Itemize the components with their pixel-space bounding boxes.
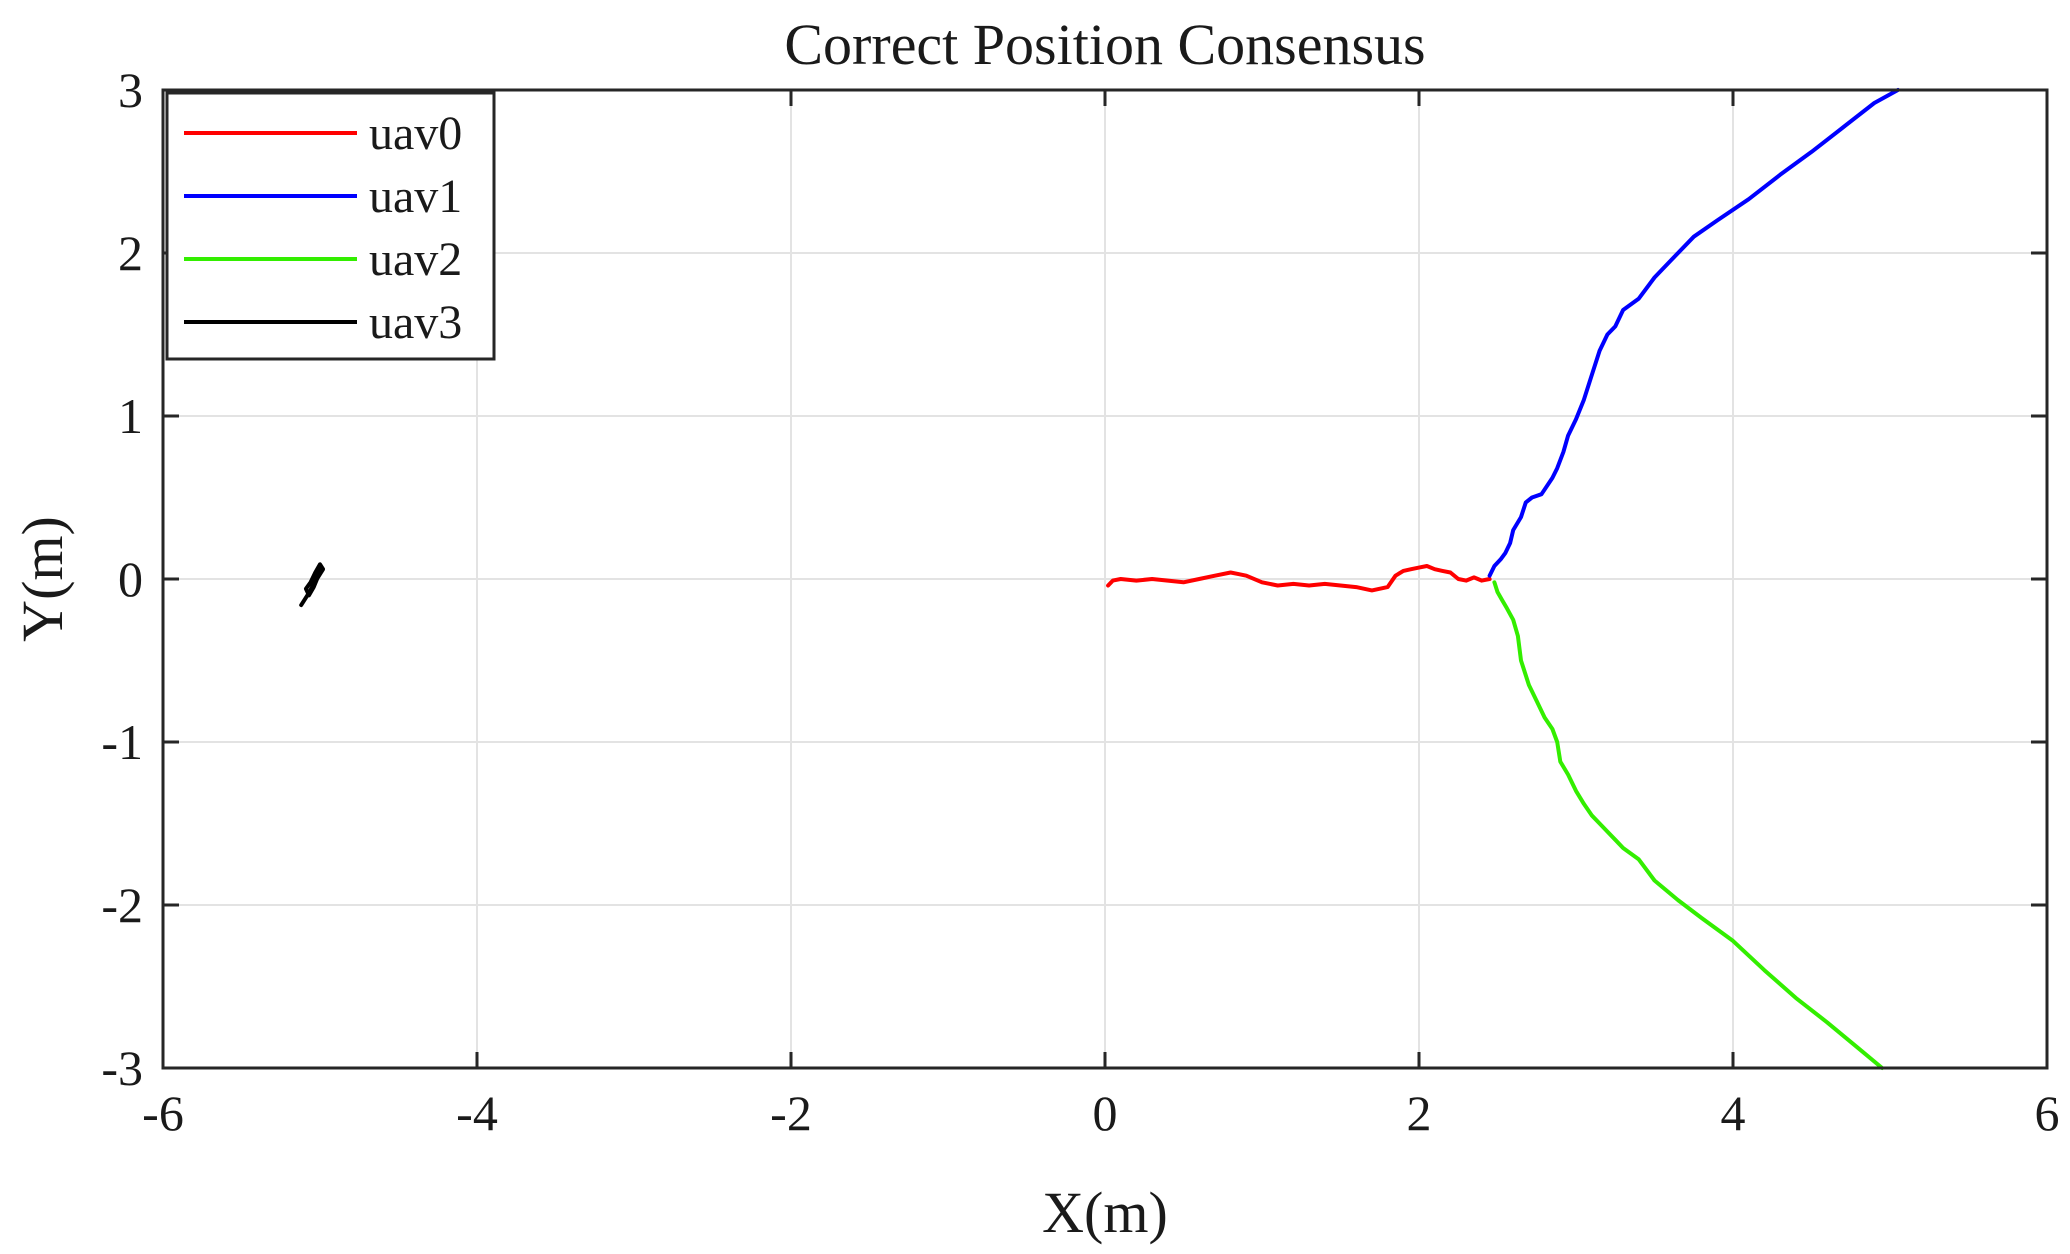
legend-box — [165, 91, 496, 361]
legend-label-uav2: uav2 — [369, 233, 462, 286]
series-line-uav3 — [299, 562, 326, 608]
y-tick-label: 0 — [118, 551, 143, 607]
x-tick-label: -4 — [456, 1085, 498, 1141]
y-axis-label: Y(m) — [10, 516, 75, 642]
x-tick-label: 4 — [1721, 1085, 1746, 1141]
legend-label-uav0: uav0 — [369, 107, 462, 160]
legend: uav0 uav1 uav2 uav3 — [165, 91, 496, 361]
series-lines — [299, 88, 1900, 1070]
y-tick-label: 1 — [118, 388, 143, 444]
series-line-uav2 — [1492, 580, 1885, 1070]
y-tick-label: 3 — [118, 62, 143, 118]
legend-label-uav3: uav3 — [369, 296, 462, 349]
x-tick-label: 6 — [2035, 1085, 2060, 1141]
x-tick-label: 0 — [1093, 1085, 1118, 1141]
series-line-uav1 — [1487, 88, 1900, 578]
x-tick-label: -6 — [142, 1085, 184, 1141]
series-line-uav0 — [1106, 564, 1492, 593]
y-tick-label: -3 — [101, 1040, 143, 1096]
x-tick-label: -2 — [770, 1085, 812, 1141]
chart-title: Correct Position Consensus — [784, 12, 1425, 77]
grid — [163, 90, 2047, 1068]
y-tick-label: -1 — [101, 714, 143, 770]
y-tick-label: 2 — [118, 225, 143, 281]
x-tick-label: 2 — [1407, 1085, 1432, 1141]
x-axis-label: X(m) — [1042, 1180, 1168, 1245]
legend-label-uav1: uav1 — [369, 170, 462, 223]
y-tick-label: -2 — [101, 877, 143, 933]
axis-ticks: -6 -4 -2 0 2 4 6 -3 -2 -1 0 1 2 3 — [101, 62, 2059, 1141]
